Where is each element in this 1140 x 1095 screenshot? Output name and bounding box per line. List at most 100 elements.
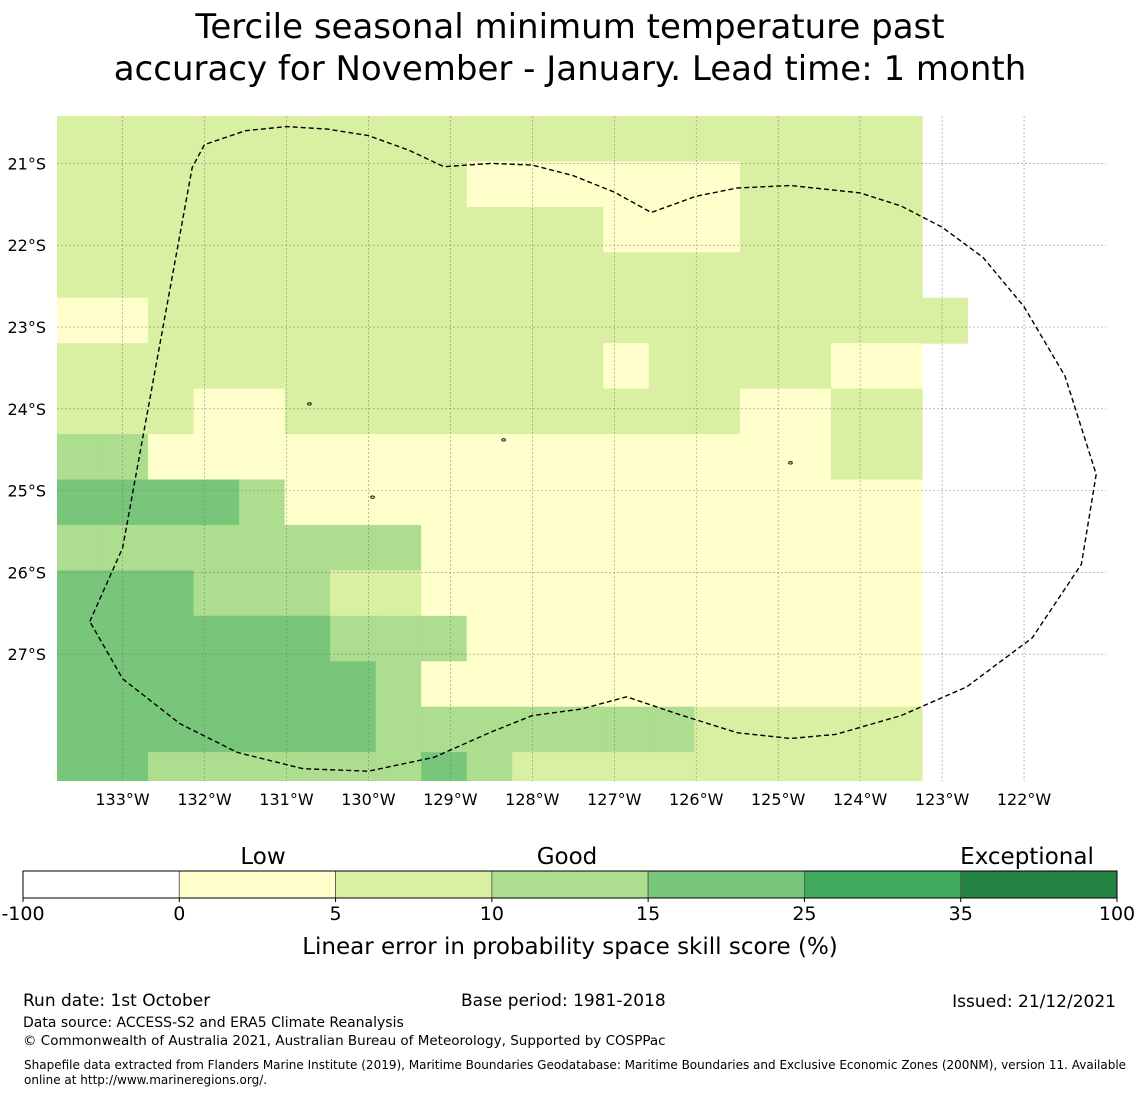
skill-cell xyxy=(148,434,195,481)
skill-cell xyxy=(466,343,513,390)
skill-cell xyxy=(421,388,468,435)
skill-cell xyxy=(239,161,286,208)
skill-cell xyxy=(648,206,695,253)
skill-cell xyxy=(102,570,149,617)
skill-cell xyxy=(876,661,923,708)
skill-cell xyxy=(284,706,331,753)
longitude-label: 126°W xyxy=(669,790,724,809)
skill-cell xyxy=(603,388,650,435)
skill-cell xyxy=(466,297,513,344)
skill-cell xyxy=(239,343,286,390)
skill-cell xyxy=(239,116,286,163)
colorbar-swatch xyxy=(491,870,649,899)
skill-cell xyxy=(193,570,240,617)
skill-cell xyxy=(193,388,240,435)
skill-cell xyxy=(102,479,149,526)
skill-cell xyxy=(876,252,923,299)
skill-cell xyxy=(648,479,695,526)
longitude-label: 128°W xyxy=(505,790,560,809)
skill-cell xyxy=(557,706,604,753)
skill-cell xyxy=(421,706,468,753)
skill-cell xyxy=(603,161,650,208)
skill-cell xyxy=(148,524,195,571)
skill-cell xyxy=(375,661,422,708)
skill-cell xyxy=(102,661,149,708)
skill-cell xyxy=(512,252,559,299)
skill-cell xyxy=(284,116,331,163)
title-line-1: Tercile seasonal minimum temperature pas… xyxy=(195,7,945,47)
skill-cell xyxy=(57,479,104,526)
skill-cell xyxy=(557,297,604,344)
skill-cell xyxy=(239,479,286,526)
skill-cell xyxy=(148,388,195,435)
skill-grid-cells xyxy=(57,116,969,781)
skill-cell xyxy=(876,570,923,617)
longitude-label: 132°W xyxy=(177,790,232,809)
skill-cell xyxy=(421,524,468,571)
skill-cell xyxy=(375,343,422,390)
longitude-label: 129°W xyxy=(423,790,478,809)
colorbar-swatch xyxy=(335,870,493,899)
skill-cell xyxy=(193,661,240,708)
skill-cell xyxy=(785,434,832,481)
skill-cell xyxy=(330,116,377,163)
skill-cell xyxy=(512,524,559,571)
colorbar-tick-label: 15 xyxy=(636,903,660,925)
longitude-label: 133°W xyxy=(95,790,150,809)
skill-cell xyxy=(57,252,104,299)
eez-boundary-line xyxy=(89,125,1097,772)
skill-cell xyxy=(557,434,604,481)
skill-cell xyxy=(284,524,331,571)
skill-cell xyxy=(830,524,878,571)
skill-cell xyxy=(102,252,149,299)
skill-cell xyxy=(785,388,832,435)
skill-cell xyxy=(921,297,969,344)
skill-cell xyxy=(239,570,286,617)
longitude-label: 127°W xyxy=(587,790,642,809)
skill-cell xyxy=(421,161,468,208)
skill-cell xyxy=(557,570,604,617)
colorbar-swatch xyxy=(22,870,180,899)
skill-cell xyxy=(603,434,650,481)
skill-cell xyxy=(148,116,195,163)
skill-cell xyxy=(785,524,832,571)
skill-cell xyxy=(694,570,741,617)
skill-cell xyxy=(284,343,331,390)
skill-cell xyxy=(557,752,604,781)
skill-cell xyxy=(284,206,331,253)
skill-cell xyxy=(57,706,104,753)
skill-cell xyxy=(603,252,650,299)
colorbar-swatch xyxy=(804,870,962,899)
skill-cell xyxy=(193,252,240,299)
latitude-label: 21°S xyxy=(7,154,46,173)
skill-cell xyxy=(694,252,741,299)
skill-cell xyxy=(876,161,923,208)
skill-cell xyxy=(648,343,695,390)
skill-cell xyxy=(648,524,695,571)
skill-cell xyxy=(512,297,559,344)
island-marker xyxy=(307,402,312,406)
skill-cell xyxy=(694,479,741,526)
skill-cell xyxy=(375,524,422,571)
shapefile-note: Shapefile data extracted from Flanders M… xyxy=(24,1058,1127,1087)
skill-cell xyxy=(239,434,286,481)
skill-map: 21°S22°S23°S24°S25°S26°S27°S 133°W 132°W 1… xyxy=(7,116,1106,809)
skill-cell xyxy=(603,570,650,617)
longitude-label: 131°W xyxy=(259,790,314,809)
chart-title: Tercile seasonal minimum temperature pas… xyxy=(0,6,1140,90)
colorbar-tick-label: 5 xyxy=(330,903,342,925)
skill-cell xyxy=(648,388,695,435)
skill-cell xyxy=(57,388,104,435)
skill-cell xyxy=(375,297,422,344)
skill-cell xyxy=(785,706,832,753)
skill-cell xyxy=(512,434,559,481)
skill-cell xyxy=(193,161,240,208)
skill-cell xyxy=(239,524,286,571)
skill-cell xyxy=(785,752,832,781)
skill-cell xyxy=(557,479,604,526)
skill-cell xyxy=(284,388,331,435)
skill-cell xyxy=(148,752,195,781)
skill-cell xyxy=(239,388,286,435)
skill-cell xyxy=(648,706,695,753)
skill-cell xyxy=(830,161,878,208)
